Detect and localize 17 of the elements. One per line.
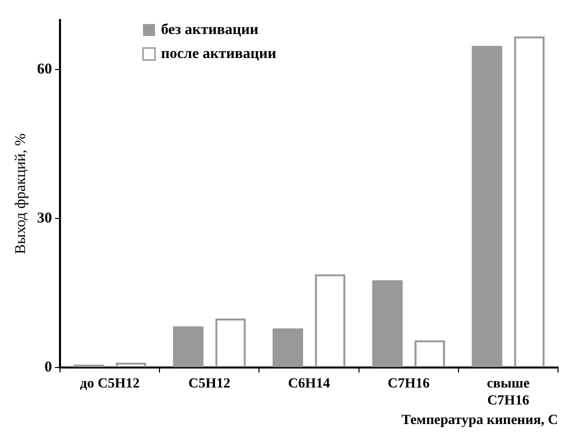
bar	[272, 328, 304, 368]
x-tick-label: до C5H12	[80, 376, 140, 392]
bar	[372, 280, 403, 368]
x-tick-label: C6H14	[288, 376, 330, 392]
x-tick-label: C5H12	[188, 376, 230, 392]
bar	[73, 364, 104, 368]
x-tick-label: свыше C7H16	[486, 376, 530, 408]
bar	[172, 326, 204, 368]
legend-label: без активации	[161, 22, 259, 38]
y-axis-title: Выход фракций, %	[12, 133, 29, 254]
x-axis-title: Температура кипения, С	[402, 413, 558, 428]
y-tick-label: 0	[44, 359, 52, 376]
y-tick-label: 30	[37, 210, 52, 227]
bar	[472, 46, 502, 368]
legend-label: после активации	[161, 46, 277, 62]
x-tick-label: C7H16	[388, 376, 430, 392]
y-tick-label: 60	[37, 62, 52, 78]
